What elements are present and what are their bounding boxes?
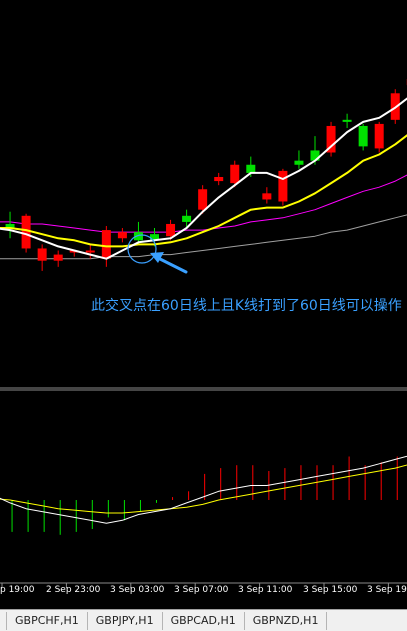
bear-candle (21, 215, 31, 249)
signal-line-yellow (0, 464, 407, 514)
tab-gbpchf[interactable]: GBPCHF,H1 (7, 611, 88, 630)
tab-gbpcad[interactable]: GBPCAD,H1 (163, 611, 245, 630)
bull-candle (246, 164, 256, 173)
time-label: 3 Sep 07:00 (174, 585, 229, 595)
signal-line-white (0, 455, 407, 524)
price-panel[interactable] (0, 38, 407, 271)
bull-candle (133, 232, 143, 241)
time-axis-ticks (1, 583, 389, 588)
crossover-circle (127, 234, 157, 264)
bear-candle (374, 123, 384, 149)
bull-candle (294, 160, 304, 165)
ma-slow-line (0, 174, 407, 233)
bull-candle (342, 119, 352, 122)
bear-candle (101, 230, 111, 259)
annotation-arrow (150, 252, 188, 274)
bear-candle (262, 193, 272, 200)
symbol-tab-bar: GBPCHF,H1 GBPJPY,H1 GBPCAD,H1 GBPNZD,H1 (0, 609, 407, 631)
bull-candle (150, 234, 159, 241)
ma-60-line (0, 214, 407, 260)
time-label: 3 Sep 19: (367, 585, 407, 595)
time-label: 3 Sep 03:00 (110, 585, 165, 595)
bear-candle (53, 254, 63, 261)
time-label: 3 Sep 15:00 (303, 585, 358, 595)
bear-candle (214, 177, 224, 182)
bear-candle (278, 170, 288, 202)
bull-candle (5, 223, 15, 229)
tab-gbpjpy[interactable]: GBPJPY,H1 (88, 611, 163, 630)
bull-candle (358, 125, 368, 147)
bull-candle (310, 150, 320, 161)
bear-candle (37, 248, 47, 261)
tab-gbpnzd[interactable]: GBPNZD,H1 (245, 611, 328, 630)
bear-candle (326, 125, 336, 153)
time-label: p 19:00 (0, 585, 35, 595)
bear-candle (117, 232, 127, 239)
bull-candle (182, 215, 192, 222)
indicator-panel[interactable] (0, 441, 407, 535)
price-chart[interactable] (0, 0, 407, 609)
bear-candle (69, 250, 79, 253)
time-label: 2 Sep 23:00 (46, 585, 101, 595)
bear-candle (85, 250, 95, 253)
bear-candle (198, 189, 208, 210)
bear-candle (166, 223, 176, 237)
ma-mid-line (0, 134, 407, 248)
annotation-text: 此交叉点在60日线上且K线打到了60日线可以操作 (91, 298, 402, 314)
time-label: 3 Sep 11:00 (238, 585, 293, 595)
ma-fast-line (0, 97, 407, 260)
time-axis-labels: p 19:00 2 Sep 23:00 3 Sep 03:00 3 Sep 07… (0, 585, 407, 599)
tab-stub[interactable] (0, 611, 7, 630)
bear-candle (230, 164, 240, 184)
